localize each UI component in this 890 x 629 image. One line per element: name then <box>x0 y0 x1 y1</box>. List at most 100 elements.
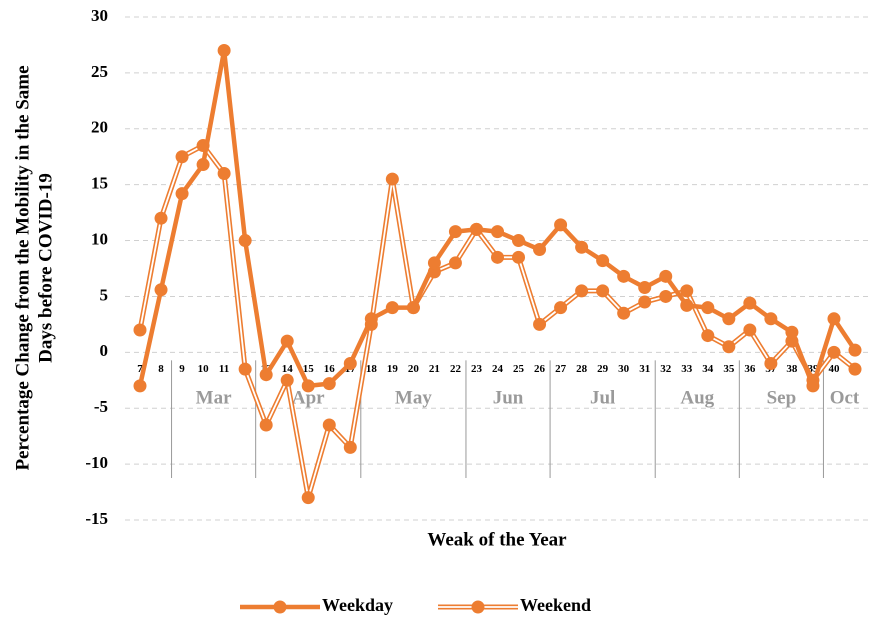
marker <box>554 301 568 315</box>
marker <box>827 312 841 326</box>
legend-marker <box>471 600 485 614</box>
marker <box>533 242 547 256</box>
x-tick-label: 9 <box>179 363 185 375</box>
marker <box>491 250 504 264</box>
marker <box>175 150 189 164</box>
marker <box>743 296 757 310</box>
x-tick-label: 15 <box>303 363 315 375</box>
marker <box>280 373 294 387</box>
group-label: Oct <box>830 388 860 409</box>
marker <box>722 312 736 326</box>
x-tick-label: 25 <box>513 363 525 375</box>
x-tick-label: 35 <box>723 363 735 375</box>
marker <box>533 317 547 331</box>
y-axis-title-line: Days before COVID-19 <box>35 173 56 363</box>
marker <box>806 379 820 393</box>
marker <box>680 298 694 312</box>
x-tick-label: 34 <box>702 363 714 375</box>
marker <box>133 323 147 337</box>
y-tick-label: -5 <box>94 397 108 416</box>
y-tick-label: 5 <box>100 285 109 304</box>
group-label: Jul <box>590 388 615 409</box>
group-label: Mar <box>196 388 232 409</box>
y-tick-label: 30 <box>91 6 108 25</box>
marker <box>406 301 420 315</box>
marker <box>659 269 673 283</box>
y-tick-label: 0 <box>100 341 109 360</box>
group-label: Sep <box>767 388 797 409</box>
marker <box>701 301 715 315</box>
marker <box>469 222 483 236</box>
y-axis-title: Percentage Change from the Mobility in t… <box>12 65 56 470</box>
y-axis-title-line: Percentage Change from the Mobility in t… <box>12 65 33 470</box>
y-tick-label: 25 <box>91 62 108 81</box>
marker <box>680 284 694 298</box>
legend-label: Weekend <box>520 595 591 615</box>
marker <box>343 440 357 454</box>
marker <box>448 256 462 270</box>
marker <box>596 284 610 298</box>
marker <box>301 491 315 505</box>
x-tick-label: 21 <box>429 363 440 375</box>
marker <box>322 377 336 391</box>
marker <box>175 187 189 201</box>
marker <box>512 250 526 264</box>
marker <box>154 211 168 225</box>
marker <box>554 218 568 232</box>
x-tick-label: 11 <box>219 363 229 375</box>
x-tick-label: 23 <box>471 363 483 375</box>
marker <box>343 357 357 371</box>
marker <box>722 340 736 354</box>
x-tick-label: 40 <box>828 363 840 375</box>
group-label: Apr <box>292 388 325 409</box>
marker <box>301 379 315 393</box>
marker <box>133 379 147 393</box>
marker <box>638 295 652 309</box>
marker <box>827 345 841 359</box>
marker <box>259 368 273 382</box>
x-tick-label: 27 <box>555 363 567 375</box>
group-label: May <box>395 388 432 409</box>
marker <box>448 225 462 239</box>
series-line-inner <box>139 144 856 499</box>
legend-label: Weekday <box>322 595 393 615</box>
x-tick-label: 30 <box>618 363 630 375</box>
x-tick-label: 29 <box>597 363 609 375</box>
y-tick-label: 15 <box>91 174 108 193</box>
marker <box>280 334 294 348</box>
marker <box>764 312 778 326</box>
marker <box>217 44 231 58</box>
marker <box>596 254 610 268</box>
marker <box>785 325 799 339</box>
marker <box>238 234 252 248</box>
marker <box>196 158 210 172</box>
x-tick-label: 36 <box>744 363 756 375</box>
marker <box>575 240 589 254</box>
marker <box>764 357 778 371</box>
group-label: Aug <box>680 388 714 409</box>
marker <box>322 418 336 432</box>
x-tick-label: 20 <box>408 363 420 375</box>
marker <box>491 225 504 239</box>
marker <box>575 284 589 298</box>
x-tick-label: 31 <box>639 363 650 375</box>
marker <box>512 234 526 248</box>
marker <box>385 301 399 315</box>
y-tick-label: -15 <box>85 509 108 528</box>
marker <box>743 323 757 337</box>
x-tick-label: 39 <box>807 363 819 375</box>
marker <box>259 418 273 432</box>
x-tick-label: 8 <box>158 363 164 375</box>
marker <box>217 166 231 180</box>
y-tick-label: -10 <box>85 453 108 472</box>
marker <box>701 329 715 343</box>
y-tick-label: 10 <box>91 229 108 248</box>
x-axis-title: Weak of the Year <box>427 529 567 550</box>
x-tick-label: 10 <box>198 363 210 375</box>
series-line <box>137 143 857 501</box>
y-tick-label: 20 <box>91 118 108 137</box>
x-tick-label: 28 <box>576 363 588 375</box>
x-tick-label: 24 <box>492 363 504 375</box>
group-label: Jun <box>493 388 524 409</box>
